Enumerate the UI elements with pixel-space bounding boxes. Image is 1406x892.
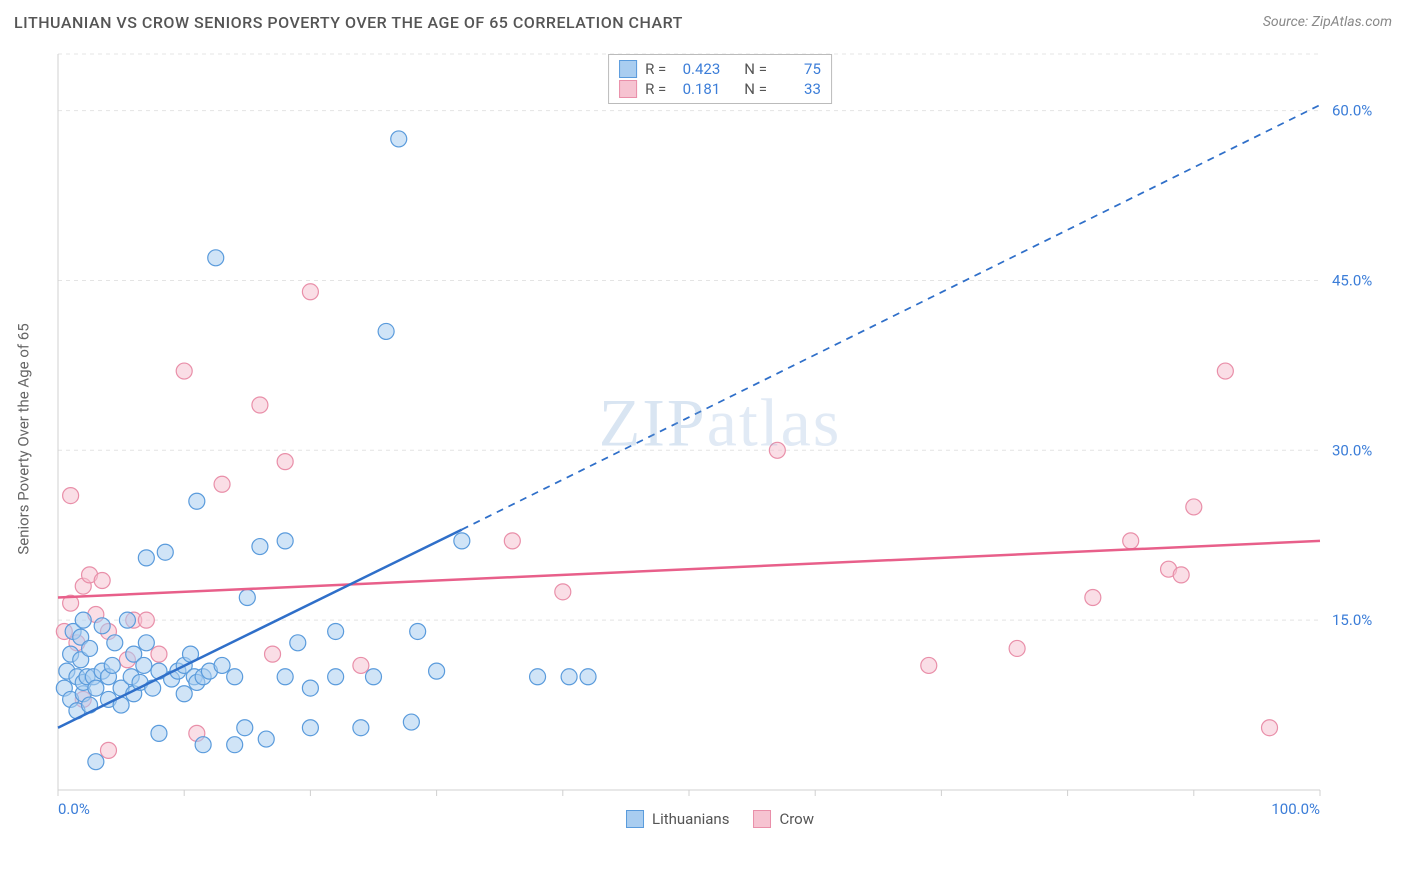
correlation-legend: R = 0.423 N = 75 R = 0.181 N = 33 <box>608 54 832 104</box>
legend-item-lithuanians: Lithuanians <box>626 810 729 828</box>
y-axis-label: Seniors Poverty Over the Age of 65 <box>4 44 44 834</box>
chart-plot-area: 0.0%100.0%15.0%30.0%45.0%60.0% ZIPatlas … <box>50 44 1390 834</box>
svg-text:0.0%: 0.0% <box>58 800 90 818</box>
series-legend: Lithuanians Crow <box>626 810 814 828</box>
chart-title: LITHUANIAN VS CROW SENIORS POVERTY OVER … <box>14 13 683 32</box>
source-attribution: Source: ZipAtlas.com <box>1263 14 1392 30</box>
swatch-crow <box>619 80 637 98</box>
legend-item-crow: Crow <box>753 810 814 828</box>
svg-text:100.0%: 100.0% <box>1271 800 1320 818</box>
swatch-lithuanians <box>619 60 637 78</box>
scatter-chart-svg: 0.0% 100.0% 15.0% 30.0% 45.0% 60.0% <box>50 44 1390 834</box>
svg-text:30.0%: 30.0% <box>1332 441 1372 459</box>
swatch-lithuanians <box>626 810 644 828</box>
svg-text:45.0%: 45.0% <box>1332 271 1372 289</box>
swatch-crow <box>753 810 771 828</box>
legend-row-lithuanians: R = 0.423 N = 75 <box>619 59 821 79</box>
header: LITHUANIAN VS CROW SENIORS POVERTY OVER … <box>0 0 1406 44</box>
svg-text:15.0%: 15.0% <box>1332 611 1372 629</box>
svg-text:60.0%: 60.0% <box>1332 102 1372 120</box>
legend-row-crow: R = 0.181 N = 33 <box>619 79 821 99</box>
